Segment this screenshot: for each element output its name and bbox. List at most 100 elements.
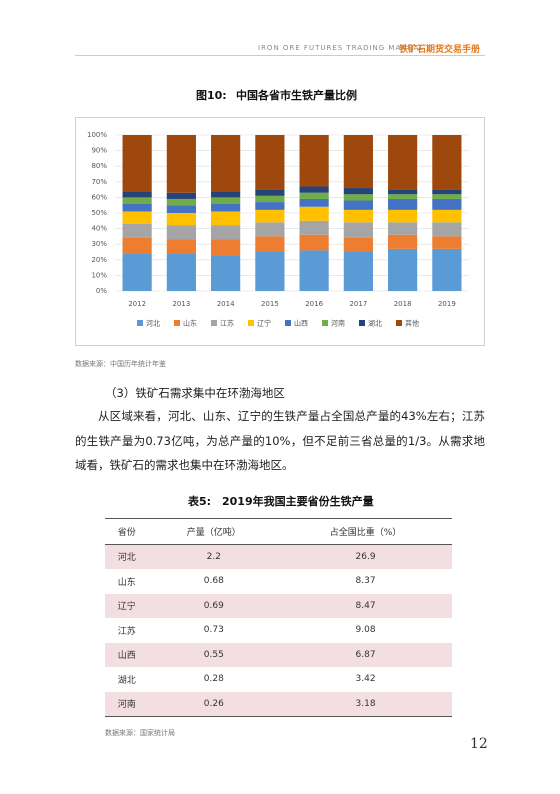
table-cell: 26.9 — [279, 544, 452, 569]
bar-segment — [432, 194, 462, 199]
bar-segment — [299, 206, 329, 221]
bar-segment — [388, 248, 418, 291]
bar-segment — [343, 200, 373, 210]
bar-segment — [388, 194, 418, 199]
header-subtitle: IRON ORE FUTURES TRADING MANUAL — [258, 44, 425, 52]
bar-segment — [343, 209, 373, 223]
table-row: 辽宁 0.69 8.47 — [105, 593, 452, 618]
table-cell: 8.37 — [355, 576, 376, 587]
bar-segment — [122, 211, 152, 224]
x-tick-label: 2014 — [217, 300, 235, 308]
bar-segment — [255, 236, 285, 252]
x-tick-label: 2016 — [305, 300, 323, 308]
y-tick-label: 60% — [91, 193, 107, 201]
bar-segment — [166, 225, 196, 240]
legend-swatch — [396, 320, 402, 326]
table-cell: 3.18 — [279, 691, 452, 717]
bar-segment — [388, 135, 418, 190]
bar-segment — [166, 135, 196, 193]
bar-segment — [122, 135, 152, 192]
bar-segment — [211, 225, 241, 240]
bar-segment — [211, 239, 241, 256]
y-tick-label: 0% — [96, 287, 107, 295]
y-tick-label: 30% — [91, 240, 107, 248]
bar-segment — [299, 250, 329, 291]
x-tick-label: 2012 — [128, 300, 146, 308]
bar-segment — [122, 237, 152, 254]
bar-segment — [388, 189, 418, 195]
table-cell: 0.55 — [148, 642, 280, 667]
y-tick-label: 40% — [91, 225, 107, 233]
bar-segment — [166, 192, 196, 199]
header-title: 铁矿石期货交易手册 — [399, 45, 481, 55]
table-title: 2019年我国主要省份生铁产量 — [222, 495, 374, 508]
table-cell: 江苏 — [117, 626, 136, 637]
bar-segment — [255, 209, 285, 223]
legend-swatch — [359, 320, 365, 326]
bar-segment — [211, 203, 241, 212]
figure-source: 数据来源：中国历年统计年鉴 — [75, 360, 166, 368]
legend-swatch — [322, 320, 328, 326]
bar-segment — [211, 197, 241, 204]
bar-segment — [432, 189, 462, 195]
bar-segment — [211, 211, 241, 226]
bar-segment — [255, 222, 285, 237]
bar-segment — [299, 220, 329, 235]
legend-label: 河南 — [331, 319, 345, 328]
bar-segment — [166, 198, 196, 206]
bar-segment — [432, 222, 462, 237]
bar-segment — [299, 186, 329, 193]
section-heading: （3）铁矿石需求集中在环渤海地区 — [105, 386, 285, 400]
header-rule — [75, 55, 485, 56]
x-tick-label: 2015 — [261, 300, 279, 308]
bar-segment — [388, 234, 418, 249]
bar-segment — [211, 255, 241, 291]
table-cell: 8.47 — [279, 593, 452, 618]
y-tick-label: 50% — [91, 209, 107, 217]
table-row: 河北 2.2 26.9 — [105, 544, 452, 569]
bar-segment — [122, 253, 152, 291]
figure-label: 图10: — [196, 89, 227, 102]
table-header-cell: 省份 — [105, 518, 149, 545]
table-cell: 河北 — [105, 544, 149, 569]
y-tick-label: 10% — [91, 271, 107, 279]
bar-segment — [388, 209, 418, 223]
x-tick-label: 2017 — [349, 300, 367, 308]
legend-swatch — [211, 320, 217, 326]
bar-segment — [166, 253, 196, 291]
legend-swatch — [285, 320, 291, 326]
bar-segment — [388, 198, 418, 210]
table-header: 省份 产量（亿吨） 占全国比重（%） — [105, 518, 452, 545]
bar-segment — [166, 213, 196, 226]
legend-swatch — [248, 320, 254, 326]
table-source: 数据来源：国家统计局 — [105, 729, 175, 737]
table-cell: 山西 — [105, 642, 149, 667]
table-cell: 0.26 — [148, 691, 280, 717]
table-row: 江苏 0.73 9.08 — [105, 618, 452, 643]
bar-segment — [166, 239, 196, 254]
figure-title: 中国各省市生铁产量比例 — [236, 89, 357, 102]
table-row: 山东 0.68 8.37 — [105, 569, 452, 594]
bar-segment — [255, 195, 285, 203]
chart: 0% 10% 20% 30% 40% 50% 60% 70% 80% 90% 100% 2012 201… — [75, 117, 485, 346]
table-row: 河南 0.26 3.18 — [105, 691, 452, 717]
table-label: 表5: — [188, 495, 212, 508]
bar-segment — [211, 191, 241, 198]
bar-segment — [343, 222, 373, 238]
y-tick-label: 80% — [91, 162, 107, 170]
bar-segment — [432, 198, 462, 210]
legend-label: 山东 — [183, 319, 197, 328]
table-cell: 0.69 — [148, 593, 280, 618]
table-cell: 0.68 — [203, 576, 224, 587]
table-cell: 辽宁 — [105, 593, 149, 618]
bar-segment — [122, 197, 152, 204]
table-cell: 3.42 — [355, 674, 376, 685]
table-row: 湖北 0.28 3.42 — [105, 667, 452, 692]
table-cell: 6.87 — [279, 642, 452, 667]
y-tick-label: 70% — [91, 178, 107, 186]
bar-segment — [432, 248, 462, 291]
x-tick-label: 2019 — [438, 300, 456, 308]
bar-segment — [343, 188, 373, 195]
bar-segment — [432, 209, 462, 223]
y-tick-label: 90% — [91, 147, 107, 155]
